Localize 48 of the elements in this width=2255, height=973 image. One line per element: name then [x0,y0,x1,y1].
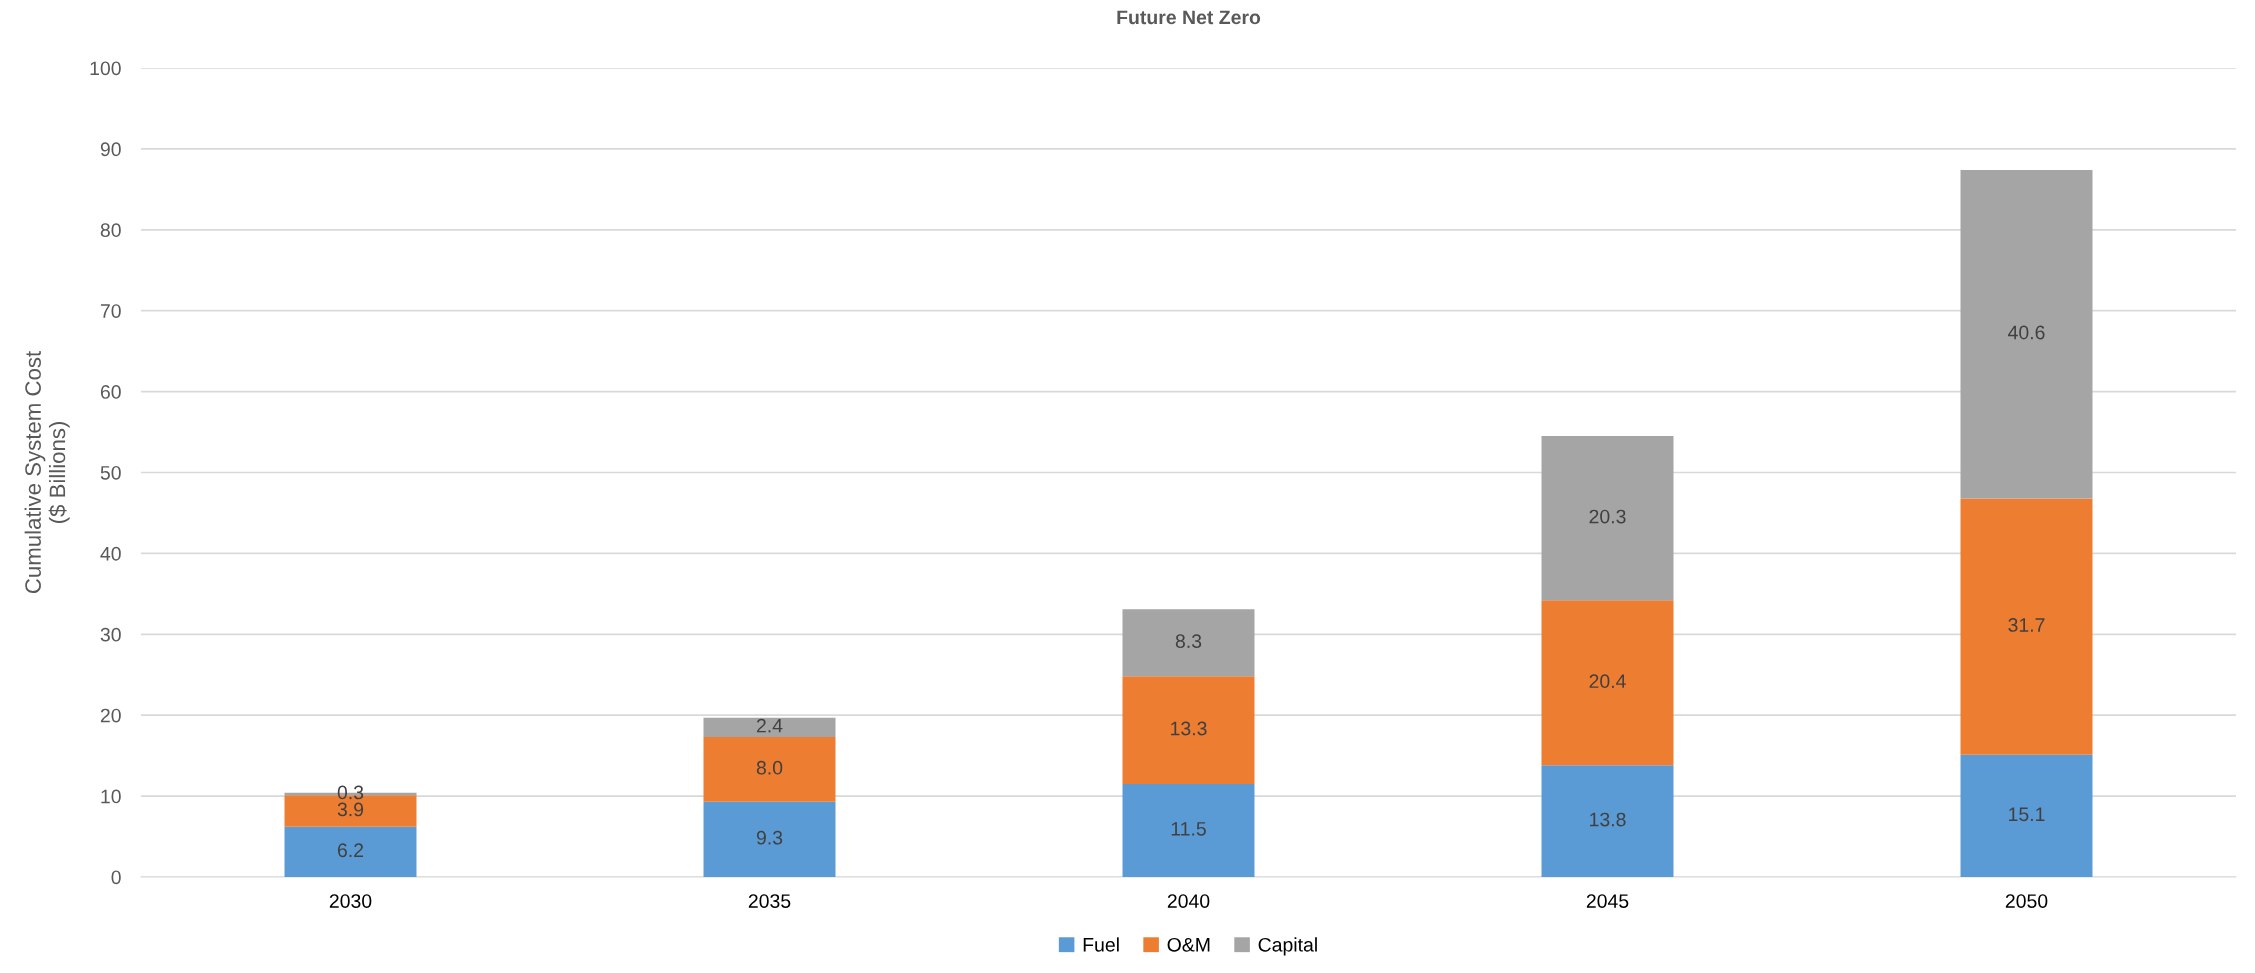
y-tick-label: 30 [100,627,121,642]
data-label: 20.4 [1589,674,1626,689]
x-tick-label: 2050 [2005,894,2048,908]
y-tick-label: 10 [101,789,121,804]
bar [1960,498,2093,755]
bar [703,737,836,802]
data-label: 31.7 [2008,618,2045,632]
bar [1960,169,2093,499]
y-tick-label: 0 [111,870,121,885]
data-label: 20.3 [1589,509,1626,524]
legend-label: O&M [1167,937,1210,952]
legend-label: Fuel [1083,937,1119,952]
data-label: 6.2 [337,843,364,858]
data-label: 13.8 [1590,812,1626,827]
data-label: 13.3 [1171,721,1207,736]
data-label: 40.6 [2008,325,2045,340]
bar [1122,783,1255,877]
bar [1122,676,1255,784]
data-label: 8.0 [756,760,783,775]
x-tick-label: 2040 [1167,894,1210,908]
bar [703,801,836,877]
x-tick-label: 2030 [329,894,372,908]
y-axis-title: Cumulative System Cost ($ Billions) [24,351,70,594]
data-label: 2.4 [756,718,783,733]
bar [1122,609,1255,677]
bar [1960,754,2093,877]
bar [284,826,417,877]
bar [1541,436,1674,601]
data-label: 8.3 [1175,634,1202,649]
y-tick-label: 40 [100,546,121,561]
bar [703,717,836,738]
data-label: 9.3 [756,830,783,845]
bar [1541,765,1674,877]
data-label: 3.9 [337,802,364,817]
bar [1541,600,1674,766]
y-tick-label: 70 [100,304,121,318]
y-tick-label: 20 [100,708,121,723]
y-tick-label: 80 [100,223,121,238]
y-tick-label: 60 [100,385,121,399]
legend-label: Capital [1258,937,1317,956]
y-tick-label: 100 [90,61,121,76]
chart-title: Future Net Zero [1117,10,1261,25]
x-tick-label: 2035 [748,894,791,908]
data-label: 11.5 [1171,822,1206,836]
data-label: 15.1 [2009,807,2045,822]
x-tick-label: 2045 [1586,894,1629,908]
y-tick-label: 90 [100,142,121,157]
y-tick-label: 50 [100,465,121,480]
